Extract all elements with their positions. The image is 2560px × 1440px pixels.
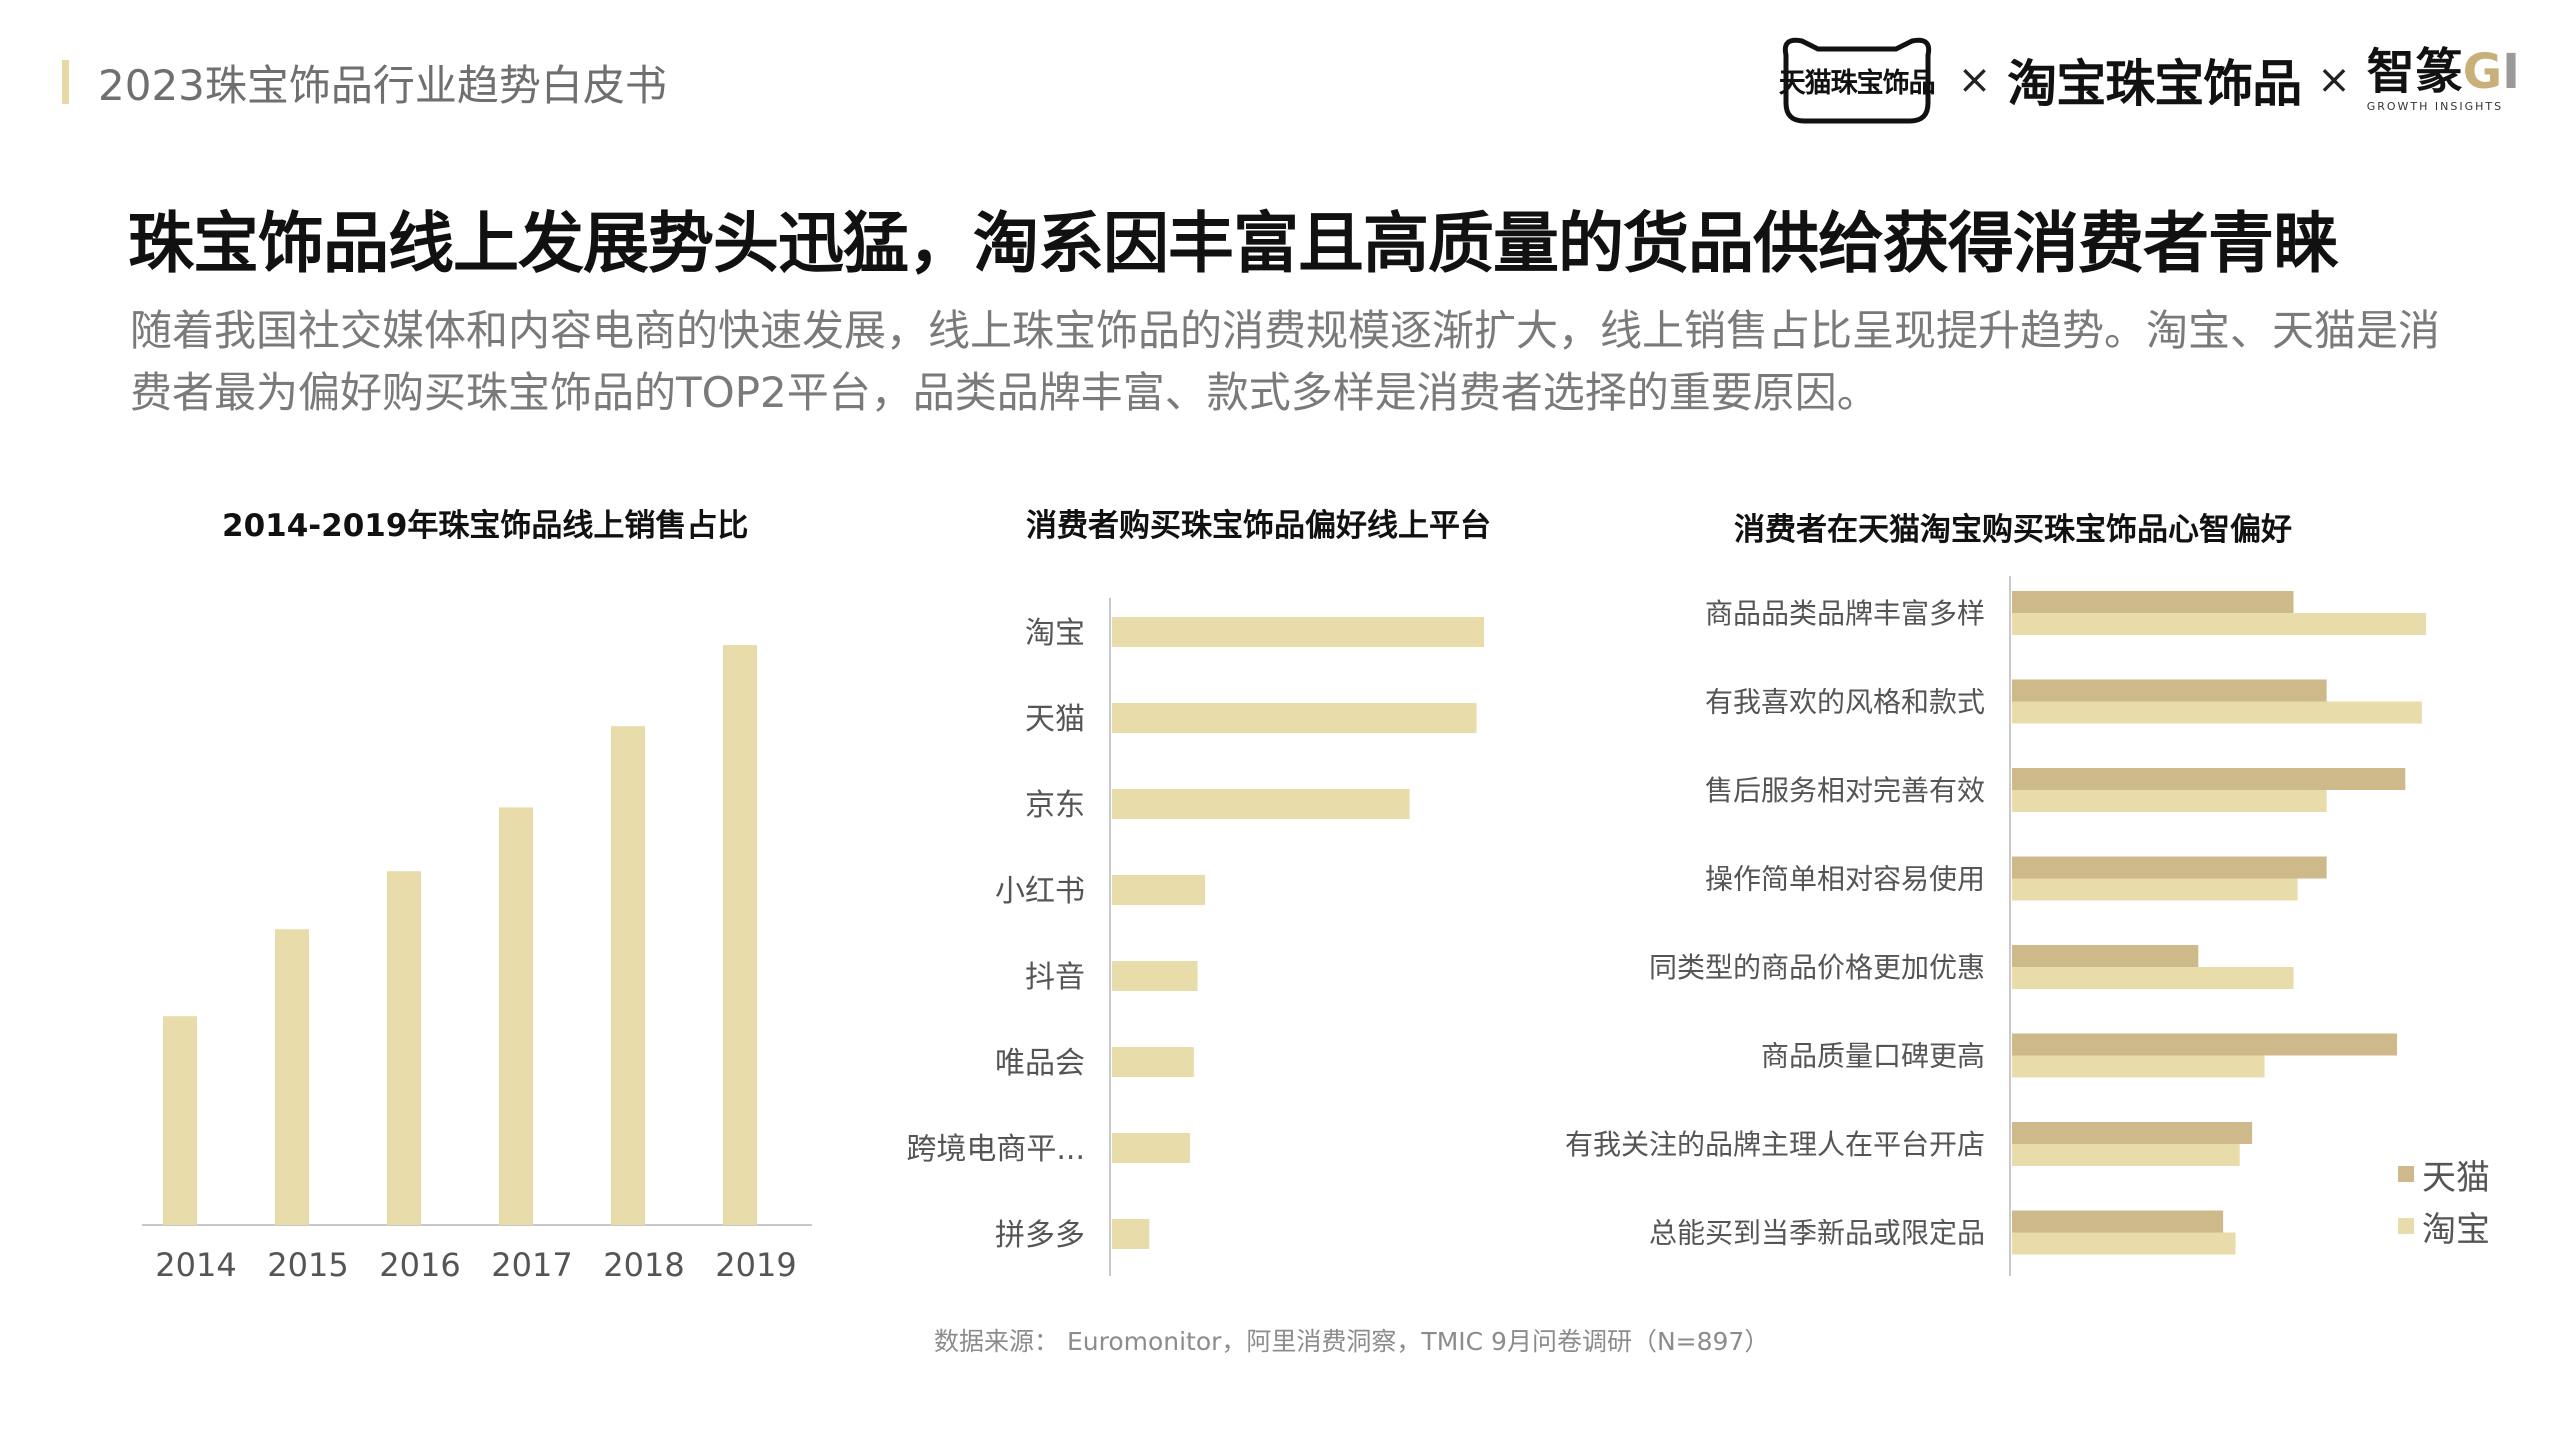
gi-logo-i: I bbox=[2502, 43, 2520, 100]
legend-swatch-tmall bbox=[2398, 1166, 2414, 1182]
chart2-category-label: 拼多多 bbox=[995, 1218, 1085, 1253]
chart3-category-label: 商品质量口碑更高 bbox=[1761, 1040, 1985, 1073]
chart1-x-tick-label: 2014 bbox=[155, 1246, 236, 1284]
chart2-category-label: 跨境电商平... bbox=[906, 1132, 1085, 1167]
chart2-bar bbox=[1112, 961, 1198, 991]
chart1-bar bbox=[275, 929, 309, 1225]
chart1-x-tick-label: 2016 bbox=[379, 1246, 460, 1284]
header-accent-bar bbox=[62, 60, 69, 104]
chart1-bar bbox=[387, 871, 421, 1225]
chart3-bar-taobao bbox=[2012, 613, 2426, 635]
chart2-category-label: 天猫 bbox=[1025, 702, 1085, 737]
chart3-bar-taobao bbox=[2012, 1144, 2240, 1166]
chart3-legend: 天猫 淘宝 bbox=[2398, 1148, 2490, 1252]
gi-logo-g: G bbox=[2462, 43, 2503, 100]
chart1-bar bbox=[611, 726, 645, 1225]
chart1-bar bbox=[163, 1016, 197, 1225]
partner-logos: 天猫珠宝饰品 × 淘宝珠宝饰品 × 智篆GI GROWTH INSIGHTS bbox=[1772, 30, 2520, 130]
chart3-bar-taobao bbox=[2012, 1232, 2236, 1255]
chart3-bar-tmall bbox=[2012, 856, 2327, 879]
chart3-category-label: 有我关注的品牌主理人在平台开店 bbox=[1565, 1128, 1985, 1161]
logo-separator: × bbox=[2317, 57, 2351, 103]
gi-logo-subtitle: GROWTH INSIGHTS bbox=[2366, 99, 2504, 113]
chart1-x-tick-label: 2019 bbox=[715, 1246, 796, 1284]
chart3-category-label: 同类型的商品价格更加优惠 bbox=[1649, 951, 1985, 984]
chart2-bar bbox=[1112, 1219, 1150, 1249]
chart2-bar bbox=[1112, 703, 1477, 733]
chart1-x-tick-label: 2015 bbox=[267, 1246, 348, 1284]
data-source-note: 数据来源： Euromonitor，阿里消费洞察，TMIC 9月问卷调研（N=8… bbox=[934, 1327, 1770, 1356]
chart2-category-label: 唯品会 bbox=[995, 1046, 1085, 1081]
chart3-category-label: 操作简单相对容易使用 bbox=[1705, 863, 1985, 896]
chart3-bar-tmall bbox=[2012, 1033, 2398, 1056]
chart3-bar-taobao bbox=[2012, 790, 2327, 812]
chart3-bar-tmall bbox=[2012, 1122, 2253, 1144]
taobao-jewelry-logo: 淘宝珠宝饰品 bbox=[2007, 55, 2302, 113]
chart2-category-label: 小红书 bbox=[995, 874, 1085, 909]
chart2-bar bbox=[1112, 1047, 1194, 1077]
logo-separator: × bbox=[1957, 57, 1992, 103]
tmall-jewelry-logo: 天猫珠宝饰品 bbox=[1772, 33, 1942, 127]
chart3-bar-tmall bbox=[2012, 679, 2327, 702]
chart3-category-label: 售后服务相对完善有效 bbox=[1705, 774, 1985, 807]
legend-swatch-taobao bbox=[2398, 1218, 2414, 1234]
chart1-x-tick-label: 2018 bbox=[603, 1246, 684, 1284]
growth-insights-logo: 智篆GI GROWTH INSIGHTS bbox=[2367, 48, 2520, 113]
chart2-title: 消费者购买珠宝饰品偏好线上平台 bbox=[1026, 508, 1491, 544]
tmall-cat-head-icon bbox=[1782, 37, 1931, 124]
legend-label-taobao: 淘宝 bbox=[2422, 1209, 2490, 1250]
chart2-bar bbox=[1112, 789, 1410, 819]
chart3-bar-tmall bbox=[2012, 945, 2199, 967]
chart3-bar-taobao bbox=[2012, 701, 2422, 724]
chart1-title: 2014-2019年珠宝饰品线上销售占比 bbox=[222, 508, 749, 544]
chart2-category-label: 京东 bbox=[1025, 788, 1085, 823]
tmall-logo-text: 天猫珠宝饰品 bbox=[1778, 67, 1936, 99]
legend-label-tmall: 天猫 bbox=[2422, 1157, 2490, 1198]
chart3-bar-taobao bbox=[2012, 878, 2298, 901]
page-description: 随着我国社交媒体和内容电商的快速发展，线上珠宝饰品的消费规模逐渐扩大，线上销售占… bbox=[130, 306, 2441, 417]
chart2-category-label: 抖音 bbox=[1025, 960, 1085, 995]
chart1-bar bbox=[499, 807, 533, 1225]
chart1-bar bbox=[723, 645, 757, 1225]
chart2-category-label: 淘宝 bbox=[1025, 616, 1085, 651]
chart3-category-label: 总能买到当季新品或限定品 bbox=[1649, 1217, 1985, 1250]
legend-item-tmall: 天猫 bbox=[2398, 1148, 2490, 1200]
chart3-bar-tmall bbox=[2012, 591, 2294, 613]
chart1-x-tick-label: 2017 bbox=[491, 1246, 572, 1284]
chart2-bar bbox=[1112, 617, 1484, 647]
chart3-category-label: 商品品类品牌丰富多样 bbox=[1705, 597, 1985, 630]
chart3-bar-tmall bbox=[2012, 768, 2406, 790]
chart2-bar bbox=[1112, 875, 1205, 905]
chart3-bar-taobao bbox=[2012, 967, 2294, 989]
chart3-bar-tmall bbox=[2012, 1210, 2224, 1233]
report-title: 2023珠宝饰品行业趋势白皮书 bbox=[98, 61, 667, 110]
chart2-bar bbox=[1112, 1133, 1191, 1163]
chart3-category-label: 有我喜欢的风格和款式 bbox=[1705, 686, 1985, 719]
page-headline: 珠宝饰品线上发展势头迅猛，淘系因丰富且高质量的货品供给获得消费者青睐 bbox=[128, 205, 2339, 282]
legend-item-taobao: 淘宝 bbox=[2398, 1200, 2490, 1252]
chart3-bar-taobao bbox=[2012, 1055, 2265, 1078]
chart3-title: 消费者在天猫淘宝购买珠宝饰品心智偏好 bbox=[1734, 512, 2292, 548]
gi-logo-prefix: 智篆 bbox=[2366, 43, 2463, 100]
